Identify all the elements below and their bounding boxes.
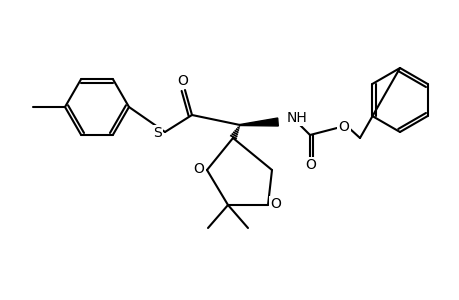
Text: O: O xyxy=(338,120,349,134)
Text: S: S xyxy=(153,126,162,140)
Polygon shape xyxy=(240,118,278,126)
Text: O: O xyxy=(193,162,204,176)
Text: O: O xyxy=(305,158,316,172)
Text: O: O xyxy=(177,74,188,88)
Text: NH: NH xyxy=(286,111,307,125)
Text: O: O xyxy=(270,197,281,211)
